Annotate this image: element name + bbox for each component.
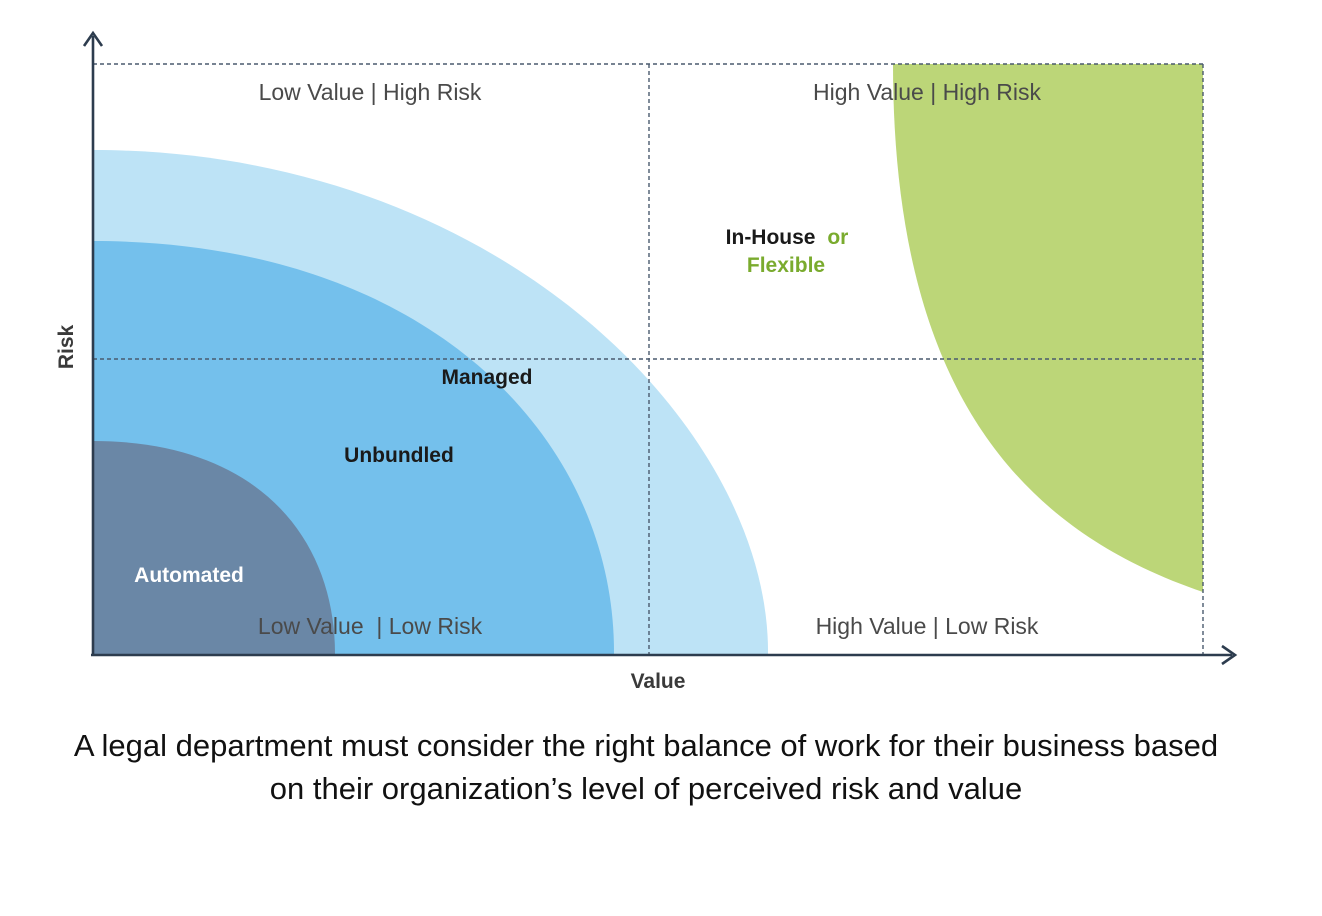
quadrant-label-high-value-low-risk: High Value | Low Risk (816, 613, 1039, 639)
axes (82, 30, 1238, 666)
in-house-or-label: In-House or (726, 226, 849, 249)
x-axis-arrow-icon (1221, 644, 1238, 666)
flexible-label: Flexible (747, 254, 825, 277)
y-axis-arrow-icon (82, 30, 104, 47)
quadrant-label-high-value-high-risk: High Value | High Risk (813, 79, 1041, 105)
flexible-zone (893, 64, 1203, 592)
automated-zone (93, 441, 335, 654)
y-axis-label: Risk (55, 325, 78, 370)
unbundled-label: Unbundled (344, 444, 454, 467)
automated-label: Automated (134, 564, 244, 587)
in-house-label: In-House (726, 226, 816, 249)
caption: A legal department must consider the rig… (73, 728, 1219, 806)
quadrant-label-low-value-low-risk: Low Value | Low Risk (258, 613, 483, 639)
or-label: or (827, 226, 848, 249)
x-axis-label: Value (631, 670, 686, 693)
value-risk-diagram: Low Value | High Risk High Value | High … (55, 30, 1238, 693)
managed-label: Managed (441, 366, 532, 389)
quadrant-label-low-value-high-risk: Low Value | High Risk (259, 79, 482, 105)
quadrant-grid (93, 63, 1204, 654)
